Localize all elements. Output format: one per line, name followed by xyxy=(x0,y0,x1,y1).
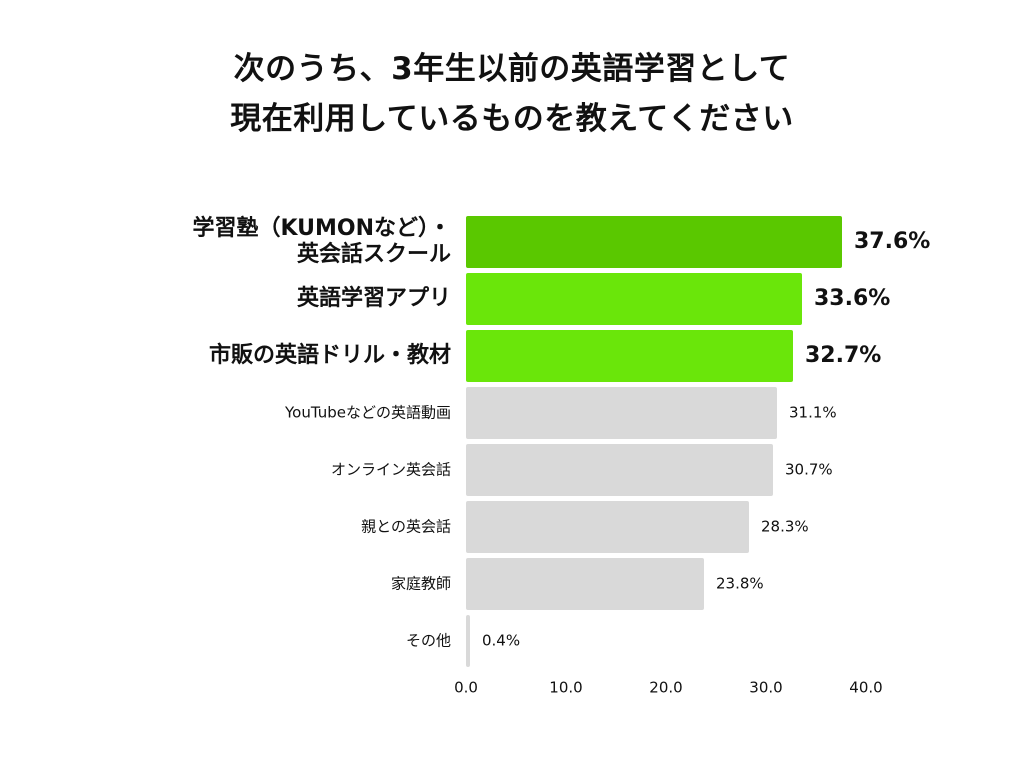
bar xyxy=(466,615,470,667)
bar xyxy=(466,216,842,268)
chart-title-line-1: 次のうち、3年生以前の英語学習として xyxy=(233,51,791,87)
chart-title-line-2: 現在利用しているものを教えてください xyxy=(230,101,794,137)
category-label: 市販の英語ドリル・教材 xyxy=(209,342,451,368)
value-label: 32.7% xyxy=(805,343,881,368)
value-label: 37.6% xyxy=(854,229,930,254)
value-label: 28.3% xyxy=(761,518,809,536)
category-label: YouTubeなどの英語動画 xyxy=(284,404,451,422)
x-tick-label: 10.0 xyxy=(549,679,582,697)
x-tick-label: 20.0 xyxy=(649,679,682,697)
category-label: オンライン英会話 xyxy=(331,461,451,479)
value-label: 30.7% xyxy=(785,461,833,479)
category-label: 家庭教師 xyxy=(391,575,451,593)
category-label: 親との英会話 xyxy=(361,518,451,536)
bar xyxy=(466,501,749,553)
bar xyxy=(466,273,802,325)
category-label: その他 xyxy=(406,632,451,650)
bar xyxy=(466,558,704,610)
value-label: 33.6% xyxy=(814,286,890,311)
value-label: 31.1% xyxy=(789,404,837,422)
x-tick-label: 0.0 xyxy=(454,679,478,697)
value-label: 23.8% xyxy=(716,575,764,593)
x-tick-label: 30.0 xyxy=(749,679,782,697)
category-label: 英語学習アプリ xyxy=(297,285,451,311)
bar xyxy=(466,444,773,496)
x-tick-label: 40.0 xyxy=(849,679,882,697)
value-label: 0.4% xyxy=(482,632,520,650)
category-label: 学習塾（KUMONなど）・英会話スクール xyxy=(192,215,451,267)
chart-title: 次のうち、3年生以前の英語学習として 現在利用しているものを教えてください xyxy=(0,44,1024,144)
bar xyxy=(466,330,793,382)
bar xyxy=(466,387,777,439)
